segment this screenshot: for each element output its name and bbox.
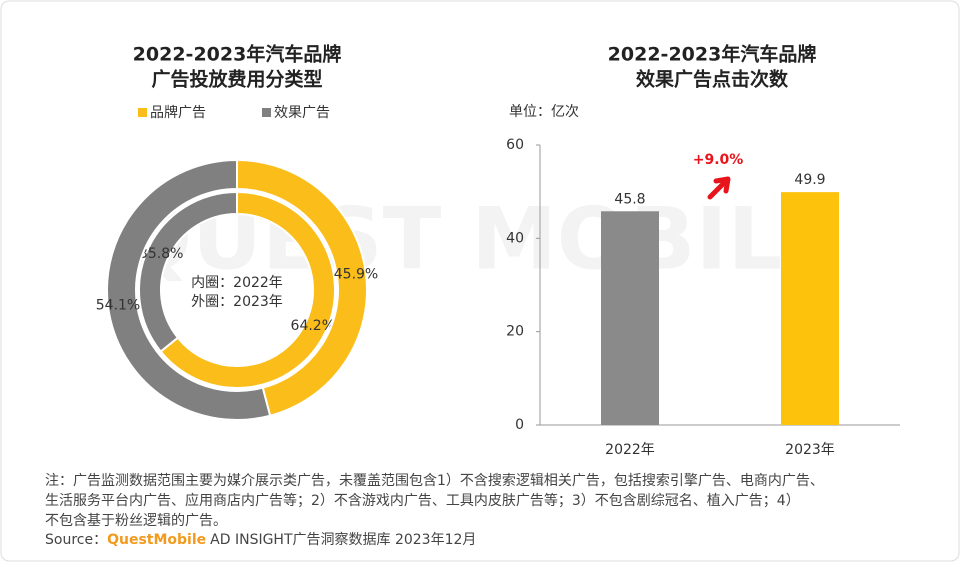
chart-title: 广告投放费用分类型 bbox=[151, 68, 322, 91]
y-tick-label: 60 bbox=[506, 137, 524, 153]
chart-title: 效果广告点击次数 bbox=[636, 68, 789, 91]
note: 注：广告监测数据范围主要为媒介展示类广告，未覆盖范围包含1）不含搜索逻辑相关广告… bbox=[45, 472, 824, 489]
donut-segment bbox=[236, 158, 368, 417]
data-label: 54.1% bbox=[96, 297, 140, 313]
donut-segment bbox=[138, 190, 238, 353]
chart-title: 2022-2023年汽车品牌 bbox=[608, 43, 817, 66]
y-tick-label: 40 bbox=[506, 230, 524, 246]
y-tick-label: 0 bbox=[515, 417, 524, 433]
unit-label: 单位：亿次 bbox=[509, 104, 579, 120]
legend-swatch bbox=[262, 108, 271, 117]
growth-arrow bbox=[707, 176, 731, 200]
data-label: 45.8 bbox=[614, 191, 645, 207]
source-brand: QuestMobile bbox=[107, 532, 206, 548]
data-label: 49.9 bbox=[794, 172, 825, 188]
bar bbox=[601, 211, 659, 425]
source-text: AD INSIGHT广告洞察数据库 2023年12月 bbox=[210, 531, 476, 548]
annotation: 外圈：2023年 bbox=[191, 294, 283, 310]
x-tick-label: 2023年 bbox=[785, 442, 835, 458]
legend-label: 效果广告 bbox=[274, 105, 330, 121]
data-label: 64.2% bbox=[291, 318, 335, 334]
legend-swatch bbox=[138, 108, 147, 117]
donut-segment bbox=[159, 190, 336, 389]
legend-label: 品牌广告 bbox=[150, 104, 206, 121]
bar bbox=[781, 192, 839, 425]
y-tick-label: 20 bbox=[506, 324, 524, 340]
growth-label: +9.0% bbox=[693, 152, 744, 168]
note: 生活服务平台内广告、应用商店内广告等；2）不含游戏内广告、工具内皮肤广告等；3）… bbox=[45, 492, 800, 509]
source: Source：QuestMobile AD INSIGHT广告洞察数据库 2023… bbox=[45, 531, 476, 548]
x-tick-label: 2022年 bbox=[605, 442, 655, 458]
note: 不包含基于粉丝逻辑的广告。 bbox=[45, 512, 227, 529]
source-label: Source： bbox=[45, 532, 107, 548]
donut-segment bbox=[106, 158, 272, 421]
chart-title: 2022-2023年汽车品牌 bbox=[133, 43, 342, 66]
annotation: 内圈：2022年 bbox=[191, 275, 283, 291]
data-label: 35.8% bbox=[139, 246, 183, 262]
data-label: 45.9% bbox=[334, 267, 378, 283]
